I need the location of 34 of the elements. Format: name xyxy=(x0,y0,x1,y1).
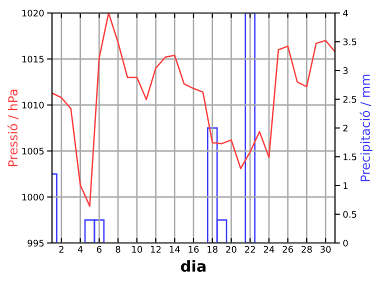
x-axis-title: dia xyxy=(180,260,206,272)
x-tick-label: 22 xyxy=(245,246,255,253)
x-tick-label: 26 xyxy=(282,246,294,253)
y-tick-label: 1010 xyxy=(22,102,44,109)
y2-tick-label: 1.5 xyxy=(344,154,356,160)
x-tick-label: 28 xyxy=(302,246,312,253)
y2-tick-label: 3 xyxy=(343,67,348,74)
y-axis-title: Pressió / hPa xyxy=(7,90,19,166)
y2-tick-label: 4 xyxy=(343,10,348,16)
y-tick-label: 1000 xyxy=(22,194,44,201)
y2-tick-label: 2 xyxy=(343,124,348,132)
y-tick-label: 1005 xyxy=(22,148,44,155)
x-tick-label: 4 xyxy=(78,246,83,253)
x-tick-label: 30 xyxy=(320,246,331,253)
x-tick-label: 8 xyxy=(116,246,120,253)
y2-tick-label: 0 xyxy=(343,240,348,247)
x-tick-label: 24 xyxy=(264,246,274,253)
y2-tick-label: 3.5 xyxy=(343,38,356,46)
x-tick-label: 18 xyxy=(208,246,218,253)
y-tick-label: 1015 xyxy=(22,56,44,63)
x-tick-label: 12 xyxy=(151,246,161,253)
y2-tick-label: 0.5 xyxy=(343,210,356,218)
y-tick-label: 995 xyxy=(28,240,44,247)
x-tick-label: 20 xyxy=(226,246,236,253)
x-tick-label: 16 xyxy=(188,246,199,253)
x-tick-label: 10 xyxy=(132,246,142,253)
y-tick-label: 1020 xyxy=(22,10,44,17)
y2-tick-label: 1 xyxy=(344,182,348,189)
x-tick-label: 14 xyxy=(170,246,180,253)
y2-tick-label: 2.5 xyxy=(343,96,356,103)
x-tick-label: 2 xyxy=(59,246,64,253)
x-tick-label: 6 xyxy=(96,246,102,253)
bar xyxy=(244,13,256,243)
y2-axis-title: Precipitació / mm xyxy=(360,74,372,182)
